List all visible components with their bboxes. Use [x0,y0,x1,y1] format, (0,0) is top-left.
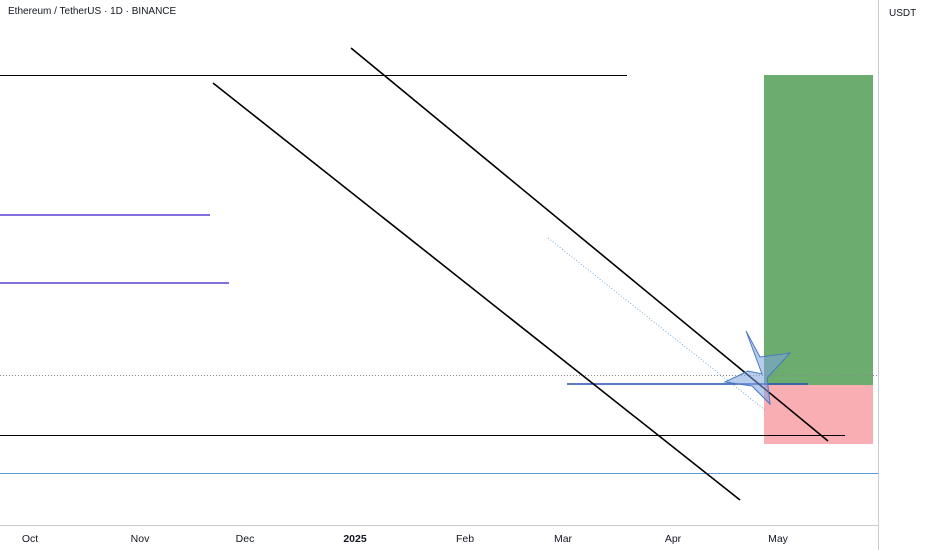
time-axis[interactable]: Oct Nov Dec 2025 Feb Mar Apr May [22,533,789,545]
price-unit: USDT [889,8,917,19]
target-zone[interactable] [764,75,873,385]
x-tick-label: Oct [22,533,38,545]
x-tick-label: 2025 [343,533,367,545]
dotted-trend-line [547,237,766,411]
star-marker[interactable] [723,330,792,406]
x-tick-label: Nov [131,533,150,545]
x-tick-label: Dec [236,533,255,545]
x-tick-label: May [768,533,789,545]
chart-title: Ethereum / TetherUS · 1D · BINANCE [8,6,177,17]
x-tick-label: Apr [665,533,682,545]
channel-lower-line[interactable] [212,82,741,501]
x-tick-label: Mar [554,533,573,545]
x-tick-label: Feb [456,533,474,545]
